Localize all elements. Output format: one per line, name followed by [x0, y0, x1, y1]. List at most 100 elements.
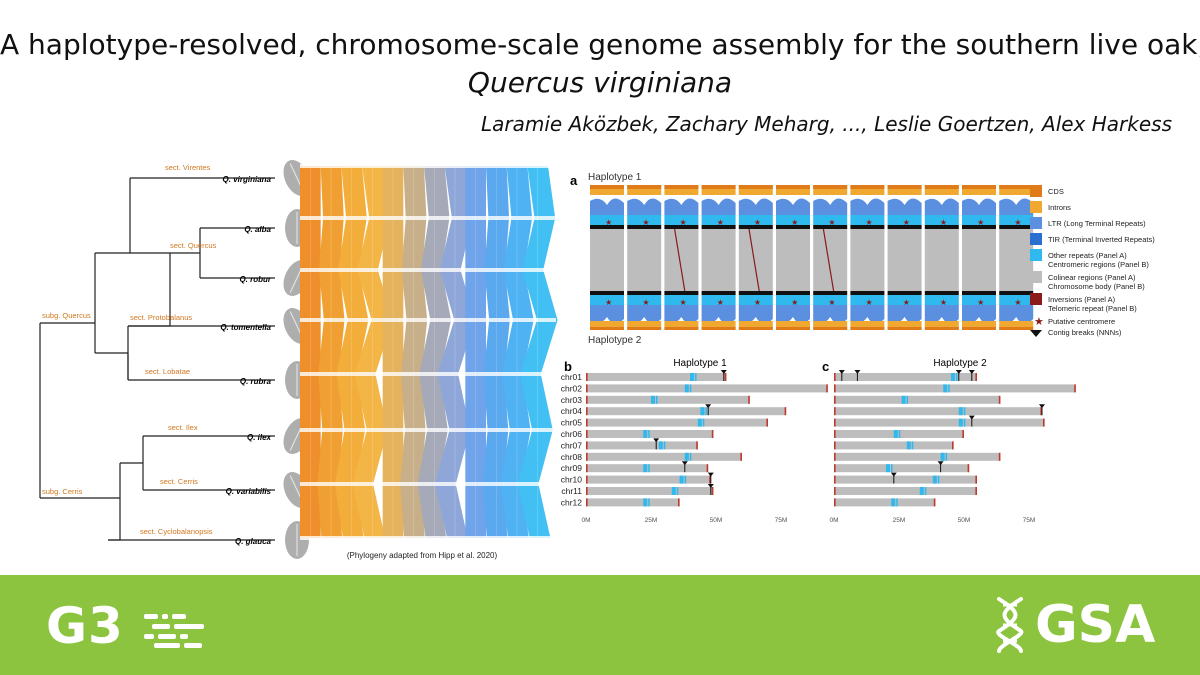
- legend-label: Telomeric repeat (Panel B): [1048, 304, 1137, 313]
- legend-label: Colinear regions (Panel A): [1048, 273, 1136, 282]
- telomere-mark: [834, 395, 836, 404]
- chromosome-bar: [834, 452, 1001, 461]
- section-label: sect. Virentes: [165, 163, 211, 172]
- centromere-region: [684, 452, 689, 461]
- legend-entry: Inversions (Panel A)Telomeric repeat (Pa…: [1030, 293, 1137, 313]
- axis-tick-label: 50M: [958, 517, 971, 524]
- telomere-mark: [586, 384, 588, 393]
- telomere-mark: [586, 418, 588, 427]
- species-label: Q. robur: [239, 275, 271, 284]
- legend-entry: Colinear regions (Panel A)Chromosome bod…: [1030, 271, 1145, 291]
- centromere-star-icon: ★: [828, 218, 835, 227]
- chromosome-row-bar: [300, 164, 556, 168]
- telomere-mark: [711, 487, 714, 495]
- chromosome-bar: [834, 415, 1045, 427]
- haplotype-chromosome-track: ★★: [776, 185, 810, 330]
- chromosome-label: chr06: [561, 429, 583, 439]
- g3-logo-text: G3: [46, 597, 124, 655]
- panel-b-label: b: [564, 359, 572, 374]
- centromere-star-icon: ★: [754, 218, 761, 227]
- centromere-star-icon: ★: [828, 298, 835, 307]
- chromosome-label: chr01: [561, 372, 583, 382]
- section-label: sect. Ilex: [168, 423, 198, 432]
- centromere-star-icon: ★: [1014, 218, 1021, 227]
- chromosome-label: chr10: [561, 475, 583, 485]
- telomere-mark: [678, 498, 680, 507]
- centromere-star-icon: ★: [642, 218, 649, 227]
- centromere-star-icon: ★: [940, 298, 947, 307]
- section-label: sect. Cerris: [160, 477, 198, 486]
- contig-break-icon: [653, 438, 660, 443]
- chromosome-bar: chr11: [561, 484, 714, 496]
- centromere-region: [940, 452, 945, 461]
- legend-label: Inversions (Panel A): [1048, 295, 1116, 304]
- telomere-mark: [952, 441, 954, 450]
- species-label: Q. ilex: [247, 433, 272, 442]
- phylogeny-synteny-figure: Q. virginiana Q. alba Q. robur Q. tomentell…: [39, 160, 558, 560]
- centromere-star-icon: ★: [866, 218, 873, 227]
- panel-bc-figure: b Haplotype 1 c Haplotype 2 chr01chr02ch…: [561, 358, 1076, 524]
- contig-break-icon: [707, 472, 714, 477]
- section-label: sect. Lobatae: [145, 367, 190, 376]
- centromere-region: [886, 464, 890, 473]
- axis-tick-label: 25M: [645, 517, 658, 524]
- title-line-2: Quercus virginiana: [467, 66, 733, 99]
- centromere-star-icon: ★: [1034, 316, 1044, 328]
- axis-tick-label: 50M: [710, 517, 723, 524]
- chromosome-row-bar: [300, 372, 556, 376]
- axis-tick-label: 25M: [893, 517, 906, 524]
- telomere-mark: [706, 464, 709, 473]
- centromere-star-icon: ★: [605, 298, 612, 307]
- telomere-mark: [766, 418, 768, 427]
- chromosome-bar: [834, 430, 964, 438]
- telomere-mark: [933, 498, 936, 507]
- centromere-star-icon: ★: [977, 218, 984, 227]
- centromere-region: [943, 384, 948, 393]
- legend-label: TIR (Terminal Inverted Repeats): [1048, 235, 1155, 244]
- contig-break-icon: [937, 461, 944, 466]
- centromere-region: [951, 373, 955, 381]
- legend-entry: CDS: [1030, 185, 1064, 197]
- centromere-region: [658, 441, 663, 450]
- chromosome-label: chr12: [561, 497, 583, 507]
- axis-tick-label: 75M: [1023, 517, 1036, 524]
- chromosome-row-bar: [300, 428, 556, 432]
- chromosome-bar: [834, 441, 954, 450]
- centromere-star-icon: ★: [717, 218, 724, 227]
- chromosome-bar: chr01: [561, 370, 727, 382]
- haplotype-chromosome-track: ★★: [590, 185, 624, 330]
- centromere-star-icon: ★: [754, 298, 761, 307]
- haplotype-chromosome-track: ★★: [813, 185, 848, 330]
- chromosome-label: chr09: [561, 463, 583, 473]
- telomere-mark: [1074, 384, 1076, 393]
- centromere-region: [932, 475, 937, 484]
- panel-a-label: a: [570, 173, 578, 188]
- telomere-mark: [586, 407, 588, 416]
- telomere-mark: [696, 441, 698, 450]
- contig-break-icon: [1039, 404, 1045, 409]
- chromosome-bar: [834, 487, 977, 495]
- synteny-ribbon: [317, 166, 345, 538]
- telomere-mark: [975, 373, 977, 381]
- chromosome-label: chr07: [561, 440, 583, 450]
- chromosome-bar: chr10: [561, 472, 714, 485]
- contig-break-icon: [955, 370, 962, 374]
- chromosome-label: chr03: [561, 395, 583, 405]
- centromere-region: [958, 407, 963, 416]
- legend-entry: Other repeats (Panel A)Centromeric regio…: [1030, 249, 1149, 269]
- axis-tick-label: 75M: [775, 517, 788, 524]
- centromere-region: [893, 430, 898, 438]
- telomere-mark: [586, 373, 588, 381]
- legend-entry: ★ Putative centromere: [1034, 316, 1115, 328]
- chromosome-bar: [834, 384, 1076, 393]
- centromere-star-icon: ★: [866, 298, 873, 307]
- centromere-region: [891, 498, 896, 507]
- chromosome-label: chr05: [561, 418, 583, 428]
- contig-break-icon: [890, 472, 897, 477]
- section-label: sect. Cyclobalanopsis: [140, 527, 213, 536]
- species-label: Q. tomentella: [220, 323, 271, 332]
- centromere-star-icon: ★: [791, 298, 798, 307]
- footer-banner: G3 GSA: [0, 575, 1200, 675]
- legend-entry: TIR (Terminal Inverted Repeats): [1030, 233, 1155, 245]
- axis-tick-label: 0M: [829, 517, 838, 524]
